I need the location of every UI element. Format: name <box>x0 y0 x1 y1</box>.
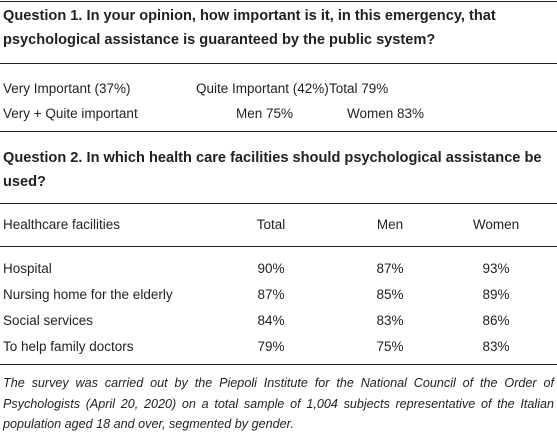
cell: 90% <box>257 261 285 276</box>
rule <box>0 1 557 2</box>
rule <box>0 63 557 64</box>
cell: 86% <box>482 313 510 328</box>
cell: Men 75% <box>236 106 294 121</box>
cell: 84% <box>257 313 285 328</box>
question-title: Question 1. In your opinion, how importa… <box>3 8 496 48</box>
footnote: The survey was carried out by the Piepol… <box>3 376 554 431</box>
cell: 93% <box>482 261 510 276</box>
cell: Women 83% <box>347 106 425 121</box>
cell: To help family doctors <box>3 339 134 354</box>
question-title: Question 2. In which health care facilit… <box>3 150 542 190</box>
cell: 83% <box>482 339 510 354</box>
cell: Nursing home for the elderly <box>3 287 173 302</box>
cell: 83% <box>376 313 404 328</box>
rule <box>0 246 557 247</box>
cell: Total 79% <box>329 81 389 96</box>
cell: 89% <box>482 287 510 302</box>
cell: 87% <box>376 261 404 276</box>
cell: 87% <box>257 287 285 302</box>
header-cell: Women <box>472 217 520 232</box>
header-cell: Total <box>256 217 286 232</box>
cell: 75% <box>376 339 404 354</box>
rule <box>0 364 557 365</box>
cell: 79% <box>257 339 285 354</box>
rule <box>0 203 557 204</box>
cell: 85% <box>376 287 404 302</box>
cell: Very Important (37%) <box>3 81 131 96</box>
cell: Quite Important (42%) <box>196 81 329 96</box>
header-cell: Healthcare facilities <box>3 217 121 232</box>
rule <box>0 131 557 132</box>
header-cell: Men <box>376 217 404 232</box>
cell: Very + Quite important <box>3 106 138 121</box>
cell: Hospital <box>3 261 52 276</box>
cell: Social services <box>3 313 94 328</box>
